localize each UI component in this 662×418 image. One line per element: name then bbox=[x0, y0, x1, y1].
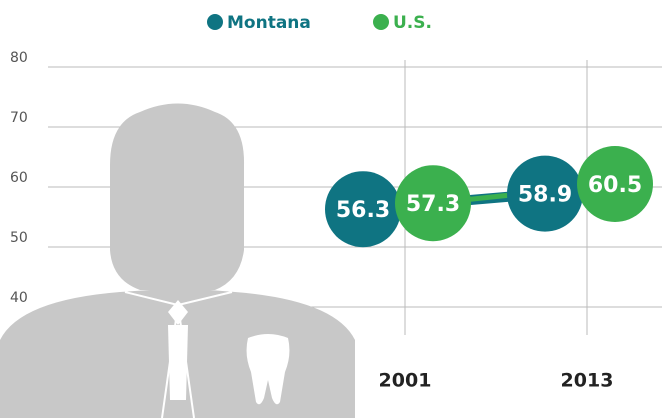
value-label: 57.3 bbox=[406, 192, 460, 217]
y-tick-label: 80 bbox=[10, 50, 28, 66]
chart: 40 50 60 70 80 Montana U.S. 2001 2013 56.3 57.3 5… bbox=[0, 0, 662, 418]
y-tick-label: 40 bbox=[10, 290, 28, 306]
value-label: 56.3 bbox=[336, 198, 390, 223]
legend-marker bbox=[207, 14, 223, 30]
y-tick-label: 70 bbox=[10, 110, 28, 126]
y-tick-label: 50 bbox=[10, 230, 28, 246]
value-label: 60.5 bbox=[588, 173, 642, 198]
x-tick-label: 2013 bbox=[561, 370, 614, 392]
legend-marker bbox=[373, 14, 389, 30]
legend: Montana U.S. bbox=[207, 13, 432, 33]
silhouette bbox=[0, 104, 355, 418]
legend-label: U.S. bbox=[393, 13, 432, 33]
y-tick-label: 60 bbox=[10, 170, 28, 186]
legend-label: Montana bbox=[227, 13, 311, 33]
x-tick-label: 2001 bbox=[379, 370, 432, 392]
value-label: 58.9 bbox=[518, 183, 572, 208]
marks: 2001 2013 56.3 57.3 58.9 60.5 bbox=[325, 146, 653, 392]
